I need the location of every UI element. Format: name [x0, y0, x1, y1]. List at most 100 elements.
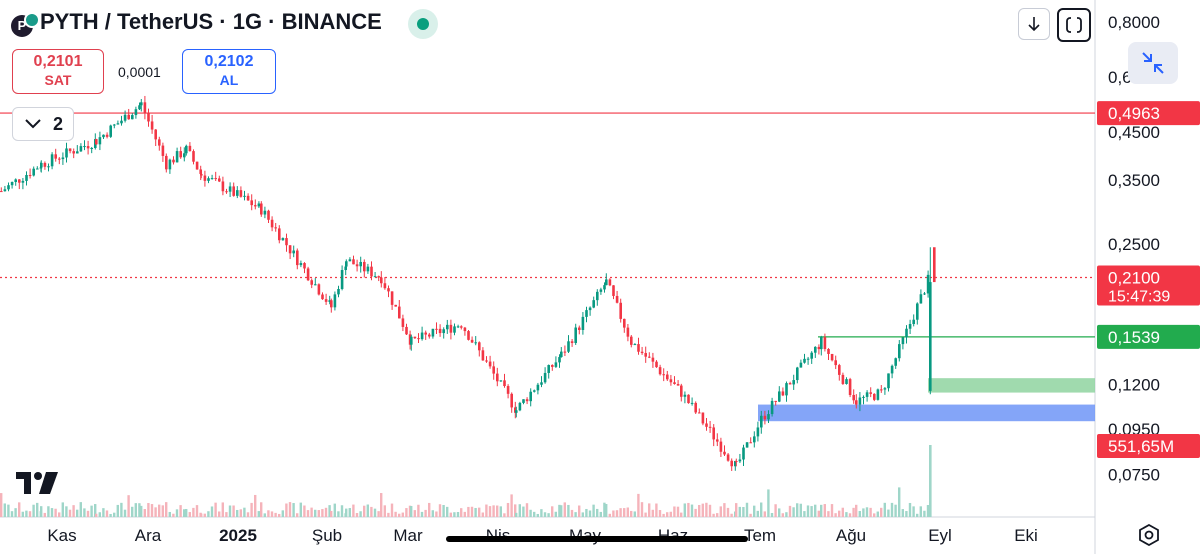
symbol-title[interactable]: PYTH / TetherUS · 1G · BINANCE [40, 9, 382, 34]
volume-bar [570, 509, 574, 517]
candle-body [585, 310, 588, 317]
volume-bar [200, 513, 203, 517]
fullscreen-button[interactable] [1057, 8, 1091, 42]
candle-body [814, 346, 817, 353]
volume-bar [161, 505, 164, 517]
indicators-toggle[interactable]: 2 [12, 107, 74, 141]
volume-bar [723, 503, 726, 517]
volume-bar [179, 505, 182, 517]
candle-body [640, 351, 644, 354]
volume-bar [21, 511, 24, 517]
settings-icon[interactable] [1138, 524, 1160, 546]
candle-body [658, 367, 662, 375]
candle-body [228, 186, 232, 192]
volume-bar [578, 505, 581, 517]
spike-volume-bar [929, 445, 932, 517]
collapse-button[interactable] [1128, 42, 1178, 84]
volume-bar [770, 512, 774, 517]
price-marker-label: 0,4963 [1108, 104, 1160, 123]
volume-bar [694, 508, 697, 517]
candle-body [377, 276, 380, 278]
volume-bar [712, 513, 715, 517]
sell-button[interactable]: 0,2101 SAT [12, 49, 104, 94]
volume-bar [478, 507, 481, 517]
candle-body [767, 414, 770, 420]
volume-bar [314, 509, 317, 517]
volume-bar [113, 512, 116, 517]
collapse-arrows-icon [1142, 52, 1164, 74]
arrow-down-icon [1028, 17, 1040, 32]
volume-bar [637, 493, 640, 517]
candle-body [749, 442, 752, 444]
candle-body [581, 316, 585, 330]
volume-bar [540, 509, 543, 517]
volume-bar [225, 512, 228, 517]
volume-bar [417, 504, 420, 517]
time-tick-label: Tem [744, 526, 776, 545]
candle-body [200, 173, 203, 176]
candle-body [330, 300, 333, 308]
volume-bar [86, 510, 90, 517]
candle-body [753, 436, 756, 443]
volume-bar [456, 512, 460, 517]
volume-bar [492, 505, 495, 517]
candle-body [428, 334, 431, 337]
volume-bar [735, 503, 738, 517]
zone-rect [928, 378, 1095, 393]
candle-body [236, 190, 239, 196]
volume-bar [792, 507, 795, 517]
sell-price: 0,2101 [33, 53, 83, 70]
volume-bar [673, 506, 676, 517]
buy-button[interactable]: 0,2102 AL [182, 49, 276, 94]
candle-body [257, 203, 261, 207]
volume-bar [345, 508, 348, 517]
volume-bar [32, 504, 35, 517]
candle-body [792, 380, 795, 385]
candle-body [192, 151, 195, 162]
volume-bar [676, 506, 680, 517]
candle-body [592, 300, 595, 308]
price-marker-label: 0,1539 [1108, 328, 1160, 347]
volume-bar [644, 512, 647, 517]
candle-body [730, 460, 733, 467]
candle-body [662, 374, 665, 376]
volume-bar [98, 512, 101, 517]
volume-bar [862, 508, 865, 517]
volume-bar [394, 511, 397, 517]
volume-bar [753, 505, 756, 517]
volume-bar [127, 495, 130, 517]
candle-body [95, 139, 98, 145]
home-indicator [446, 536, 748, 542]
fullscreen-icon [1066, 16, 1082, 34]
candle-body [359, 261, 362, 267]
volume-bar [387, 512, 390, 517]
volume-bar [68, 509, 72, 517]
candle-body [398, 306, 401, 319]
volume-bar [841, 507, 844, 517]
volume-bar [18, 502, 21, 517]
volume-bar [883, 502, 886, 517]
price-marker-box [1097, 434, 1200, 458]
candle-body [865, 392, 869, 397]
volume-bar [705, 502, 708, 517]
volume-bar [605, 504, 608, 517]
candle-body [503, 380, 506, 387]
volume-bar [599, 511, 602, 517]
candle-body [536, 384, 540, 391]
download-button[interactable] [1018, 8, 1050, 40]
candle-body [210, 178, 214, 180]
candle-body [912, 319, 915, 325]
volume-bar [359, 511, 362, 517]
volume-bar [116, 504, 119, 517]
candle-body [823, 337, 827, 349]
volume-bar [488, 506, 492, 517]
candle-body [207, 178, 210, 181]
volume-bar [799, 503, 802, 517]
volume-bar [228, 505, 232, 517]
volume-bar [912, 506, 915, 517]
market-status-indicator[interactable] [408, 9, 438, 39]
time-tick-label: Ara [135, 526, 162, 545]
candle-body [890, 365, 894, 374]
candle-body [10, 182, 14, 186]
